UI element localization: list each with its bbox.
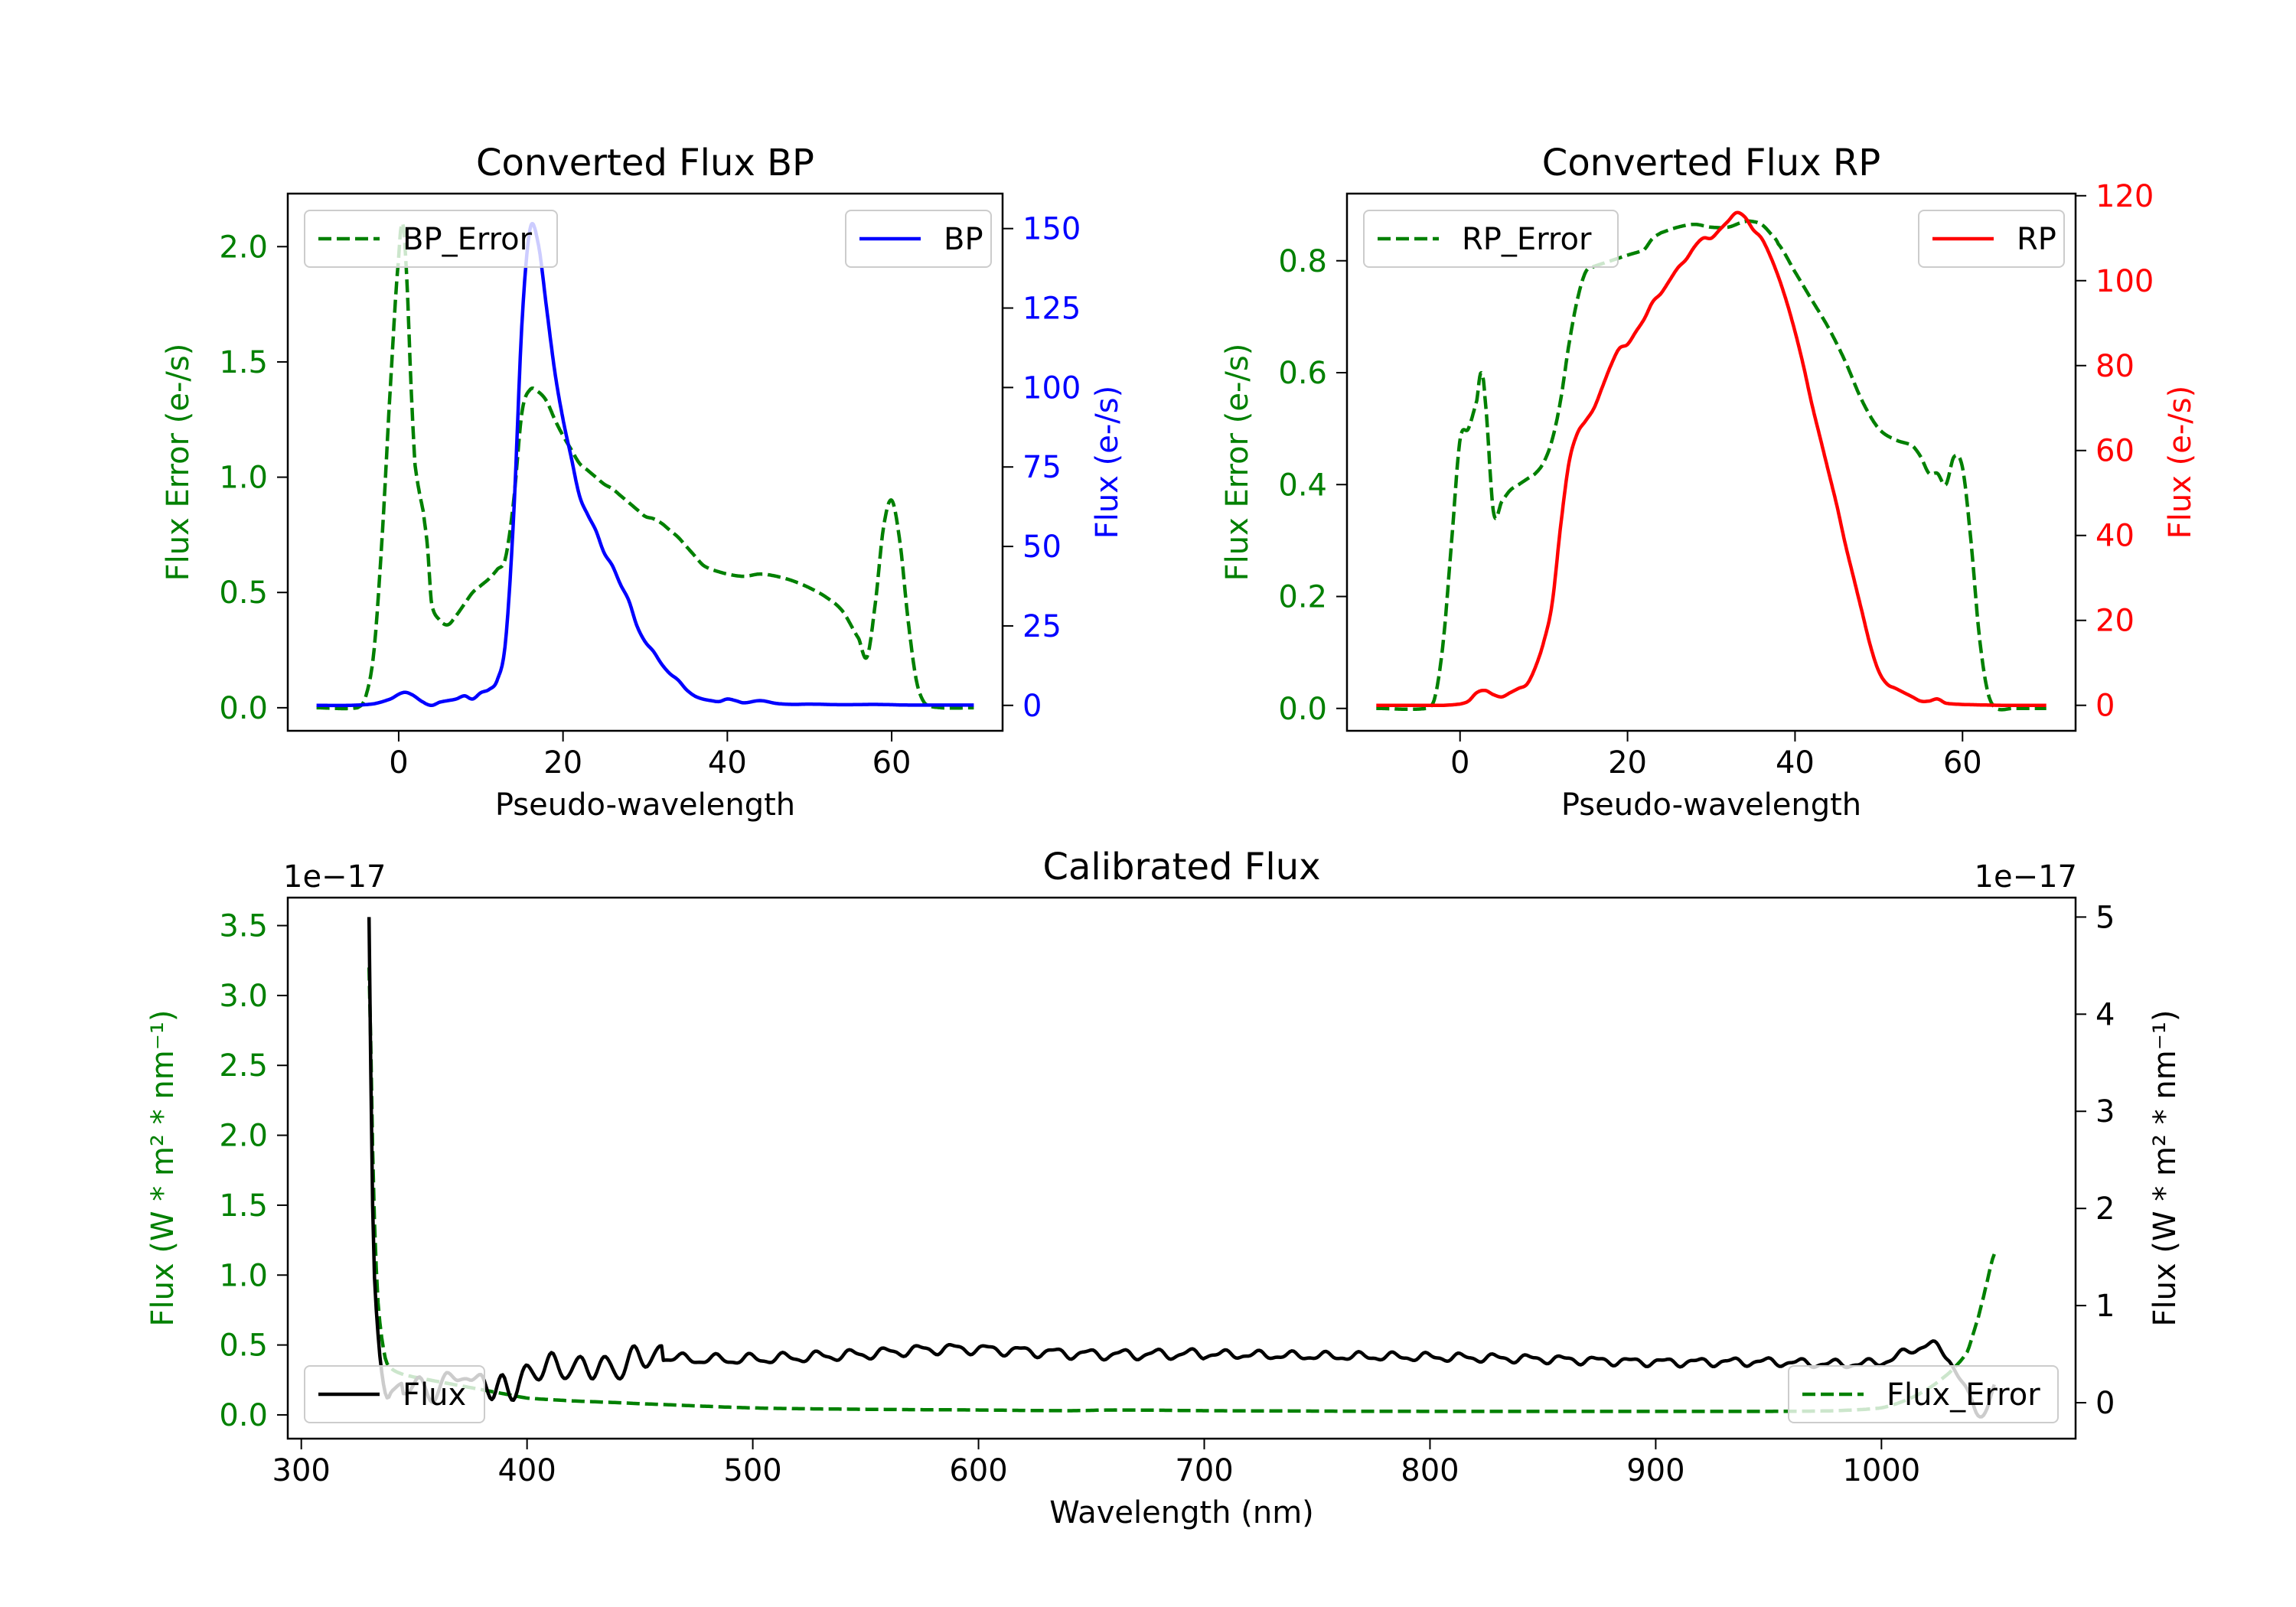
- bp-panel: 0 20 40 60 0.0 0.5 1.0 1.5 2.0 0 25 50 75 100 125 150 Co…: [161, 142, 1125, 823]
- y-right-axis-label: Flux (W * m² * nm⁻¹): [2148, 1010, 2183, 1327]
- y-left-tick-label: 0.6: [1278, 356, 1327, 391]
- chart-title: Converted Flux BP: [476, 142, 814, 184]
- legend-left: BP_Error: [304, 210, 558, 268]
- x-tick-label: 400: [497, 1453, 556, 1488]
- legend-label: BP: [944, 222, 983, 257]
- legend-label: RP_Error: [1462, 222, 1592, 257]
- x-tick-label: 40: [1776, 745, 1815, 781]
- y-left-tick-label: 2.0: [219, 230, 268, 265]
- x-tick-label: 1000: [1842, 1453, 1920, 1488]
- x-tick-label: 500: [723, 1453, 781, 1488]
- y-right-tick-label: 5: [2095, 900, 2115, 935]
- y-right-tick-label: 125: [1022, 292, 1081, 327]
- y-right-tick-label: 4: [2095, 997, 2115, 1032]
- plot-frame: [286, 896, 2077, 1440]
- y-left-tick-label: 3.0: [219, 979, 268, 1014]
- x-tick-label: 900: [1626, 1453, 1684, 1488]
- y-left-tick-label: 1.5: [219, 1188, 268, 1224]
- y-right-tick-label: 100: [2095, 264, 2154, 299]
- y-right-tick-label: 80: [2095, 349, 2135, 384]
- y-right-tick-label: 20: [2095, 604, 2135, 639]
- plot-frame: [1345, 192, 2077, 732]
- x-tick-label: 0: [1450, 745, 1469, 781]
- legend-box: [1363, 210, 1619, 268]
- legend-box: [1788, 1365, 2059, 1423]
- x-tick-label: 800: [1401, 1453, 1459, 1488]
- x-axis-label: Pseudo-wavelength: [1561, 787, 1861, 823]
- y-right-tick-label: 40: [2095, 519, 2135, 554]
- y-left-tick-label: 0.5: [219, 1328, 268, 1364]
- series-line-rp: [1375, 210, 2047, 708]
- y-left-offset-label: 1e−17: [283, 859, 386, 895]
- legend-left: RP_Error: [1363, 210, 1619, 268]
- legend-right: RP: [1918, 210, 2065, 268]
- y-left-tick-label: 1.0: [219, 1258, 268, 1293]
- x-tick-label: 20: [543, 745, 582, 781]
- legend-label: RP: [2017, 222, 2056, 257]
- y-right-tick-label: 100: [1022, 370, 1081, 406]
- chart-title: Converted Flux RP: [1542, 142, 1880, 184]
- y-right-tick-label: 3: [2095, 1094, 2115, 1129]
- series-line-bp-error: [315, 221, 975, 711]
- y-right-axis-label: Flux (e-/s): [1090, 386, 1125, 539]
- y-left-tick-label: 0.5: [219, 575, 268, 611]
- x-tick-label: 700: [1175, 1453, 1233, 1488]
- y-left-tick-label: 0.0: [1278, 692, 1327, 727]
- y-left-tick-label: 1.0: [219, 461, 268, 496]
- legend-box: [304, 210, 558, 268]
- y-right-axis-label: Flux (e-/s): [2163, 386, 2198, 539]
- y-right-tick-label: 0: [2095, 689, 2115, 724]
- y-left-tick-label: 3.5: [219, 909, 268, 944]
- y-left-tick-label: 0.2: [1278, 580, 1327, 615]
- legend-box: [304, 1365, 485, 1423]
- y-right-tick-label: 50: [1022, 530, 1062, 565]
- x-axis-label: Pseudo-wavelength: [495, 787, 795, 823]
- x-tick-label: 60: [872, 745, 912, 781]
- series-line-rp-error: [1375, 219, 2047, 712]
- x-tick-label: 20: [1608, 745, 1647, 781]
- y-right-tick-label: 0: [2095, 1386, 2115, 1421]
- y-right-offset-label: 1e−17: [1975, 859, 2077, 895]
- y-right-tick-label: 25: [1022, 609, 1062, 644]
- chart-title: Calibrated Flux: [1042, 846, 1320, 888]
- y-left-axis-label: Flux Error (e-/s): [1220, 344, 1255, 582]
- legend-label: Flux: [403, 1377, 466, 1413]
- y-left-tick-label: 1.5: [219, 345, 268, 380]
- legend-label: BP_Error: [403, 222, 533, 257]
- series-line-bp: [315, 222, 975, 708]
- y-right-tick-label: 120: [2095, 179, 2154, 214]
- plot-frame: [286, 192, 1004, 732]
- y-left-tick-label: 0.8: [1278, 244, 1327, 279]
- x-tick-label: 60: [1943, 745, 1982, 781]
- legend-right: BP: [845, 210, 992, 268]
- x-axis-label: Wavelength (nm): [1049, 1495, 1314, 1530]
- calibrated-panel: 300 400 500 600 700 800 900 1000 0.0 0.5 1.0 1.5 2.0…: [145, 846, 2183, 1530]
- y-left-tick-label: 0.4: [1278, 468, 1327, 503]
- y-left-axis-label: Flux (W * m² * nm⁻¹): [145, 1010, 181, 1327]
- x-tick-label: 600: [949, 1453, 1007, 1488]
- y-left-tick-label: 0.0: [219, 1398, 268, 1433]
- y-right-tick-label: 75: [1022, 450, 1062, 485]
- rp-panel: 0 20 40 60 0.0 0.2 0.4 0.6 0.8 0 20 40 60 80 100 120 Con…: [1220, 142, 2198, 823]
- y-right-tick-label: 2: [2095, 1191, 2115, 1227]
- x-tick-label: 300: [272, 1453, 331, 1488]
- y-left-axis-label: Flux Error (e-/s): [161, 344, 196, 582]
- legend-label: Flux_Error: [1887, 1377, 2040, 1413]
- y-left-tick-label: 2.5: [219, 1048, 268, 1084]
- y-right-tick-label: 60: [2095, 434, 2135, 469]
- y-right-tick-label: 0: [1022, 689, 1042, 724]
- legend-right: Flux_Error: [1788, 1365, 2059, 1423]
- x-tick-label: 40: [708, 745, 747, 781]
- x-tick-label: 0: [389, 745, 408, 781]
- series-line-flux-error: [367, 967, 1996, 1413]
- y-right-tick-label: 150: [1022, 212, 1081, 247]
- y-left-tick-label: 2.0: [219, 1119, 268, 1154]
- series-line-flux: [367, 917, 1996, 1419]
- y-right-tick-label: 1: [2095, 1289, 2115, 1324]
- y-left-tick-label: 0.0: [219, 691, 268, 726]
- legend-left: Flux: [304, 1365, 485, 1423]
